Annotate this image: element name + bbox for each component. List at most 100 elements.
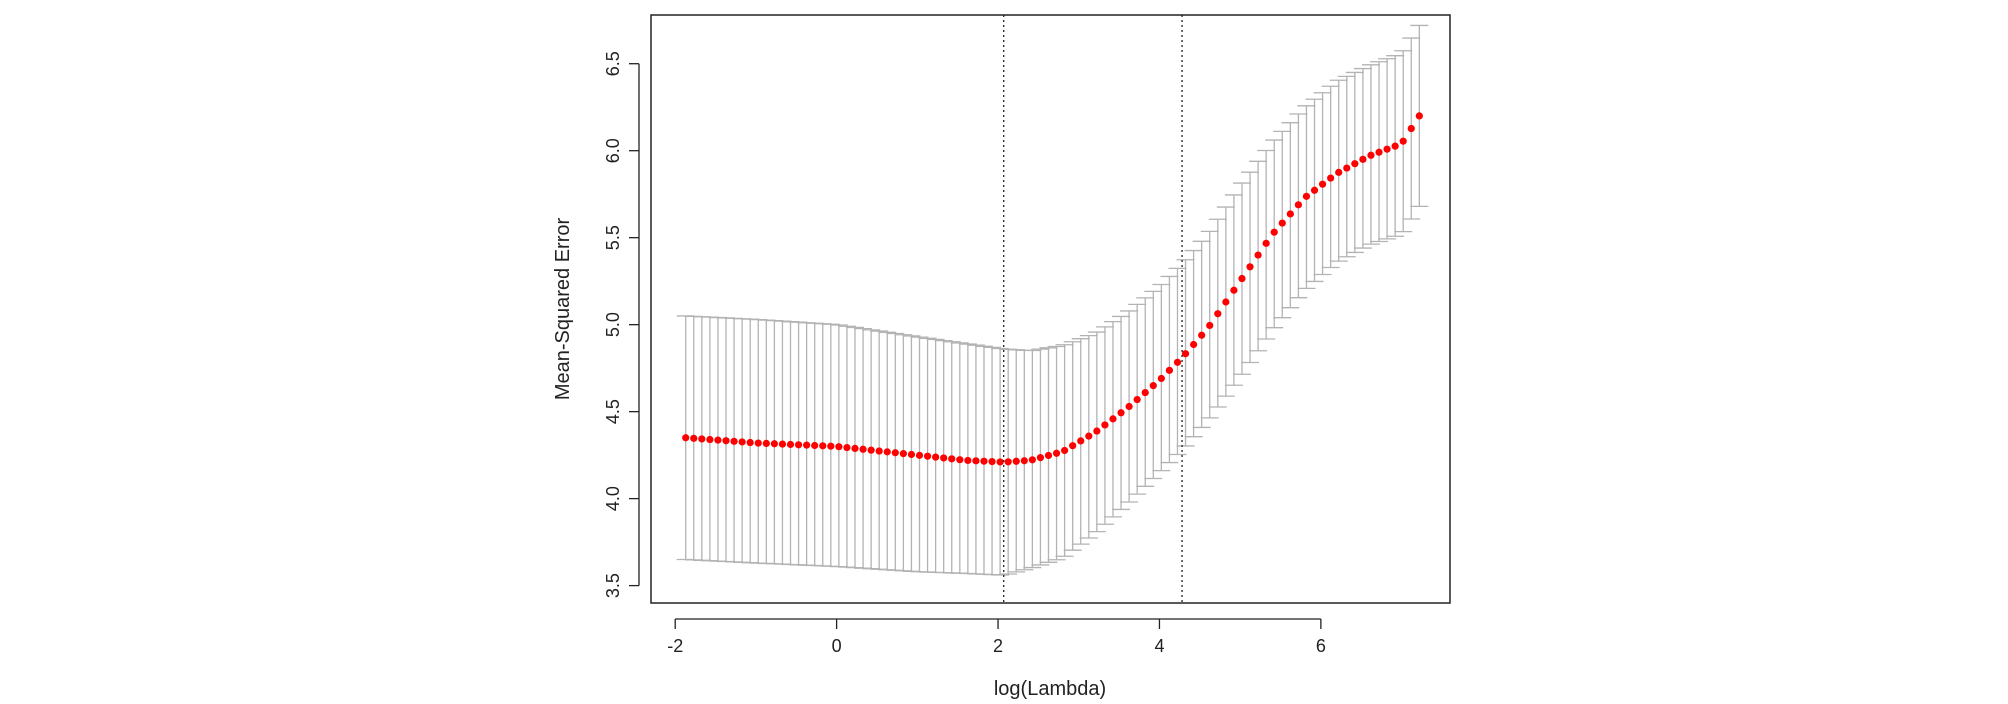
mse-point (1012, 457, 1020, 465)
mse-point (1101, 421, 1109, 429)
mse-point (1407, 124, 1415, 133)
mse-point (875, 447, 883, 455)
mse-point (1278, 219, 1286, 227)
mse-point (956, 456, 964, 464)
mse-point (940, 454, 948, 462)
mse-point (1222, 298, 1230, 306)
mse-point (1069, 442, 1077, 450)
y-tick-label: 6.0 (603, 138, 623, 163)
x-tick-label: 6 (1316, 636, 1326, 656)
mse-point (1383, 145, 1391, 153)
mse-point (803, 441, 811, 449)
mse-point (1206, 321, 1214, 330)
mse-point (762, 439, 770, 448)
mse-point (786, 440, 795, 449)
mse-point (1181, 350, 1190, 358)
mse-point (1125, 402, 1133, 411)
mse-point (811, 441, 819, 450)
mse-point (682, 434, 690, 442)
mse-point (770, 440, 778, 448)
mse-point (907, 450, 916, 459)
mse-point (1173, 358, 1182, 366)
mse-point (932, 453, 940, 461)
mse-point (859, 445, 867, 453)
mse-point (1141, 388, 1149, 397)
mse-point (1343, 164, 1351, 172)
mse-point (794, 441, 803, 449)
mse-point (1004, 458, 1012, 466)
mse-point (1238, 274, 1246, 283)
mse-point (891, 449, 899, 457)
x-axis: -2 0 2 4 6 (667, 618, 1326, 656)
mse-point (1310, 186, 1319, 194)
mse-point (1399, 137, 1407, 145)
y-tick-label: 4.0 (603, 486, 623, 511)
mse-point (714, 436, 722, 444)
mse-point (1254, 251, 1262, 259)
plot-frame (650, 14, 1451, 604)
mse-point (1093, 427, 1101, 435)
x-tick-label: 0 (832, 636, 842, 656)
mse-point (915, 451, 924, 459)
mse-point (923, 452, 932, 460)
mse-point (1052, 449, 1061, 457)
mse-point (867, 446, 875, 454)
mse-point (1036, 454, 1045, 462)
mse-point (899, 450, 907, 458)
mse-point (851, 444, 859, 453)
y-tick-label: 5.5 (603, 225, 623, 250)
y-tick-label: 5.0 (603, 312, 623, 337)
mse-point (1359, 155, 1367, 163)
mse-point (1335, 168, 1343, 176)
mse-point (988, 457, 996, 466)
mse-point (1189, 340, 1198, 349)
mse-point (1133, 395, 1141, 404)
mse-point (754, 439, 762, 447)
mse-point (883, 448, 891, 456)
mse-point (1391, 142, 1399, 150)
y-tick-label: 4.5 (603, 399, 623, 424)
mse-point (1149, 382, 1157, 390)
mse-point (690, 434, 698, 442)
mse-point (948, 455, 956, 463)
mse-point (1028, 456, 1036, 464)
mse-point (1117, 409, 1125, 417)
mse-point (980, 457, 988, 465)
mse-point (1286, 210, 1294, 218)
mse-point (1044, 451, 1053, 460)
mse-point (746, 438, 754, 447)
y-tick-label: 6.5 (603, 51, 623, 76)
mse-point (827, 442, 835, 450)
mse-point (1109, 415, 1117, 423)
mse-point (1085, 432, 1093, 440)
mse-point (996, 458, 1004, 466)
error-bars (676, 24, 1429, 576)
mse-point (730, 437, 738, 445)
mse-point (1375, 148, 1383, 156)
mse-point (1367, 151, 1375, 159)
mse-point (1270, 228, 1278, 236)
mse-point (835, 443, 843, 451)
y-tick-label: 3.5 (603, 573, 623, 598)
x-tick-label: -2 (667, 636, 683, 656)
mse-point (1318, 180, 1327, 188)
x-axis-title: log(Lambda) (994, 678, 1106, 700)
mse-point (1262, 239, 1270, 247)
mse-point (1157, 374, 1165, 383)
mse-point (1020, 457, 1028, 465)
mse-point (843, 443, 851, 452)
mse-point (964, 456, 972, 465)
mse-point (722, 437, 730, 445)
mse-point (819, 442, 827, 450)
mse-point (1351, 160, 1359, 168)
mse-point (706, 435, 714, 444)
mse-point (1061, 446, 1069, 455)
mse-point (1294, 201, 1303, 209)
mse-point (1246, 263, 1254, 271)
mse-point (1077, 437, 1085, 445)
x-tick-label: 4 (1154, 636, 1164, 656)
mse-point (1165, 366, 1174, 374)
x-tick-label: 2 (993, 636, 1003, 656)
mse-point (1214, 310, 1222, 318)
